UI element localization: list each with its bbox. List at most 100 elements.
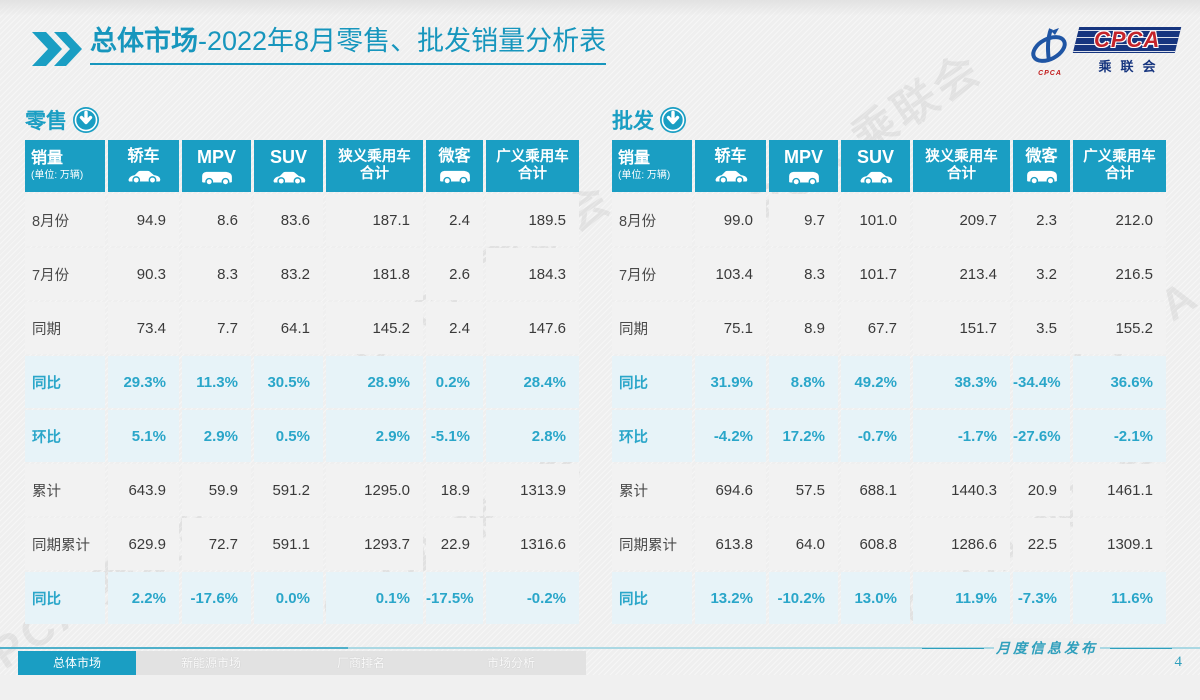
row-label: 环比 bbox=[612, 410, 692, 462]
top-gradient-strip bbox=[0, 0, 1200, 16]
page-title-section: 总体市场 bbox=[90, 26, 198, 56]
table-row: 环比 -4.2% 17.2% -0.7% -1.7% -27.6% -2.1% bbox=[612, 410, 1166, 462]
column-label: 狭义乘用车 bbox=[338, 149, 411, 166]
page-number: 4 bbox=[1174, 654, 1183, 670]
column-label: 轿车 bbox=[714, 148, 747, 166]
row-label: 同比 bbox=[25, 356, 105, 408]
row-label: 同期累计 bbox=[612, 518, 692, 570]
value-cell: 57.5 bbox=[769, 464, 838, 516]
column-header-broad-pv-total: 广义乘用车 合计 bbox=[486, 140, 579, 192]
mpv-icon bbox=[200, 170, 234, 185]
value-cell: 2.3 bbox=[1013, 194, 1070, 246]
value-cell: 8.9 bbox=[769, 302, 838, 354]
value-cell: 3.2 bbox=[1013, 248, 1070, 300]
value-cell: 18.9 bbox=[426, 464, 483, 516]
column-header-mpv: MPV bbox=[769, 140, 838, 192]
column-header-sedan: 轿车 bbox=[108, 140, 179, 192]
value-cell: 20.9 bbox=[1013, 464, 1070, 516]
value-cell: 2.4 bbox=[426, 194, 483, 246]
value-cell: 17.2% bbox=[769, 410, 838, 462]
value-cell: -1.7% bbox=[913, 410, 1010, 462]
value-cell: 608.8 bbox=[841, 518, 910, 570]
column-header-microvan: 微客 bbox=[426, 140, 483, 192]
mpv-icon bbox=[787, 170, 821, 185]
column-label: 狭义乘用车 bbox=[925, 149, 998, 166]
table-row: 同期 73.4 7.7 64.1 145.2 2.4 147.6 bbox=[25, 302, 579, 354]
column-label: SUV bbox=[269, 147, 307, 168]
bottom-tab-bar: 总体市场 新能源市场 厂商排名 市场分析 bbox=[18, 651, 586, 675]
table-row: 同比 29.3% 11.3% 30.5% 28.9% 0.2% 28.4% bbox=[25, 356, 579, 408]
bottom-tab-总体市场[interactable]: 总体市场 bbox=[18, 651, 136, 675]
column-header-narrow-pv-total: 狭义乘用车 合计 bbox=[913, 140, 1010, 192]
value-cell: 90.3 bbox=[108, 248, 179, 300]
value-cell: 1309.1 bbox=[1073, 518, 1166, 570]
row-label: 同期 bbox=[25, 302, 105, 354]
bottom-tab-新能源市场[interactable]: 新能源市场 bbox=[136, 651, 286, 675]
value-cell: 181.8 bbox=[326, 248, 423, 300]
value-cell: 64.1 bbox=[254, 302, 323, 354]
row-label: 8月份 bbox=[25, 194, 105, 246]
value-cell: -17.5% bbox=[426, 572, 483, 624]
cpca-logo: CPCA CPCA 乘联会 bbox=[1028, 22, 1182, 80]
column-label: 销量 bbox=[31, 150, 64, 168]
value-cell: 38.3% bbox=[913, 356, 1010, 408]
unit-note: (单位: 万辆) bbox=[31, 170, 84, 182]
value-cell: 103.4 bbox=[695, 248, 766, 300]
value-cell: 11.9% bbox=[913, 572, 1010, 624]
value-cell: 591.2 bbox=[254, 464, 323, 516]
value-cell: 1440.3 bbox=[913, 464, 1010, 516]
value-cell: 49.2% bbox=[841, 356, 910, 408]
column-header-mpv: MPV bbox=[182, 140, 251, 192]
suv-icon bbox=[859, 170, 893, 185]
sedan-icon bbox=[714, 169, 748, 184]
table-row: 累计 643.9 59.9 591.2 1295.0 18.9 1313.9 bbox=[25, 464, 579, 516]
value-cell: 189.5 bbox=[486, 194, 579, 246]
value-cell: 694.6 bbox=[695, 464, 766, 516]
cpca-logo-text: CPCA bbox=[1093, 27, 1161, 53]
value-cell: 22.5 bbox=[1013, 518, 1070, 570]
column-label: SUV bbox=[856, 147, 894, 168]
value-cell: 67.7 bbox=[841, 302, 910, 354]
table-row: 同期 75.1 8.9 67.7 151.7 3.5 155.2 bbox=[612, 302, 1166, 354]
row-label: 同比 bbox=[612, 572, 692, 624]
value-cell: 8.6 bbox=[182, 194, 251, 246]
column-label: 微客 bbox=[438, 148, 471, 166]
download-icon[interactable] bbox=[73, 107, 99, 133]
value-cell: 2.8% bbox=[486, 410, 579, 462]
row-label: 累计 bbox=[612, 464, 692, 516]
retail-section-label: 零售 bbox=[25, 110, 67, 133]
table-row: 同比 31.9% 8.8% 49.2% 38.3% -34.4% 36.6% bbox=[612, 356, 1166, 408]
table-row: 同比 13.2% -10.2% 13.0% 11.9% -7.3% 11.6% bbox=[612, 572, 1166, 624]
column-header-suv: SUV bbox=[254, 140, 323, 192]
value-cell: 184.3 bbox=[486, 248, 579, 300]
value-cell: 212.0 bbox=[1073, 194, 1166, 246]
value-cell: 688.1 bbox=[841, 464, 910, 516]
value-cell: 1313.9 bbox=[486, 464, 579, 516]
unit-note: (单位: 万辆) bbox=[618, 170, 671, 182]
bottom-tab-市场分析[interactable]: 市场分析 bbox=[436, 651, 586, 675]
page-title: 总体市场-2022年8月零售、批发销量分析表 bbox=[90, 26, 607, 66]
table-row: 同期累计 613.8 64.0 608.8 1286.6 22.5 1309.1 bbox=[612, 518, 1166, 570]
value-cell: -4.2% bbox=[695, 410, 766, 462]
value-cell: 13.2% bbox=[695, 572, 766, 624]
value-cell: 2.4 bbox=[426, 302, 483, 354]
row-label: 同比 bbox=[612, 356, 692, 408]
publish-label-block: 月度信息发布 bbox=[922, 638, 1172, 658]
value-cell: 8.8% bbox=[769, 356, 838, 408]
download-icon[interactable] bbox=[660, 107, 686, 133]
value-cell: 0.2% bbox=[426, 356, 483, 408]
wholesale-header-row: 销量 (单位: 万辆) 轿车 MPV SUV 狭义乘用车 合计 微客 广义乘用车 合计 bbox=[612, 140, 1166, 192]
value-cell: 101.0 bbox=[841, 194, 910, 246]
bottom-tab-厂商排名[interactable]: 厂商排名 bbox=[286, 651, 436, 675]
value-cell: -5.1% bbox=[426, 410, 483, 462]
value-cell: -34.4% bbox=[1013, 356, 1070, 408]
row-label: 8月份 bbox=[612, 194, 692, 246]
value-cell: 22.9 bbox=[426, 518, 483, 570]
value-cell: 94.9 bbox=[108, 194, 179, 246]
row-label: 同期累计 bbox=[25, 518, 105, 570]
publish-dash bbox=[922, 647, 984, 649]
value-cell: -7.3% bbox=[1013, 572, 1070, 624]
retail-panel: 零售 销量 (单位: 万辆) 轿车 MPV SUV 狭义乘用车 合计 微客 广义乘用车 合计 8月… bbox=[25, 104, 585, 626]
table-row: 8月份 94.9 8.6 83.6 187.1 2.4 189.5 bbox=[25, 194, 579, 246]
